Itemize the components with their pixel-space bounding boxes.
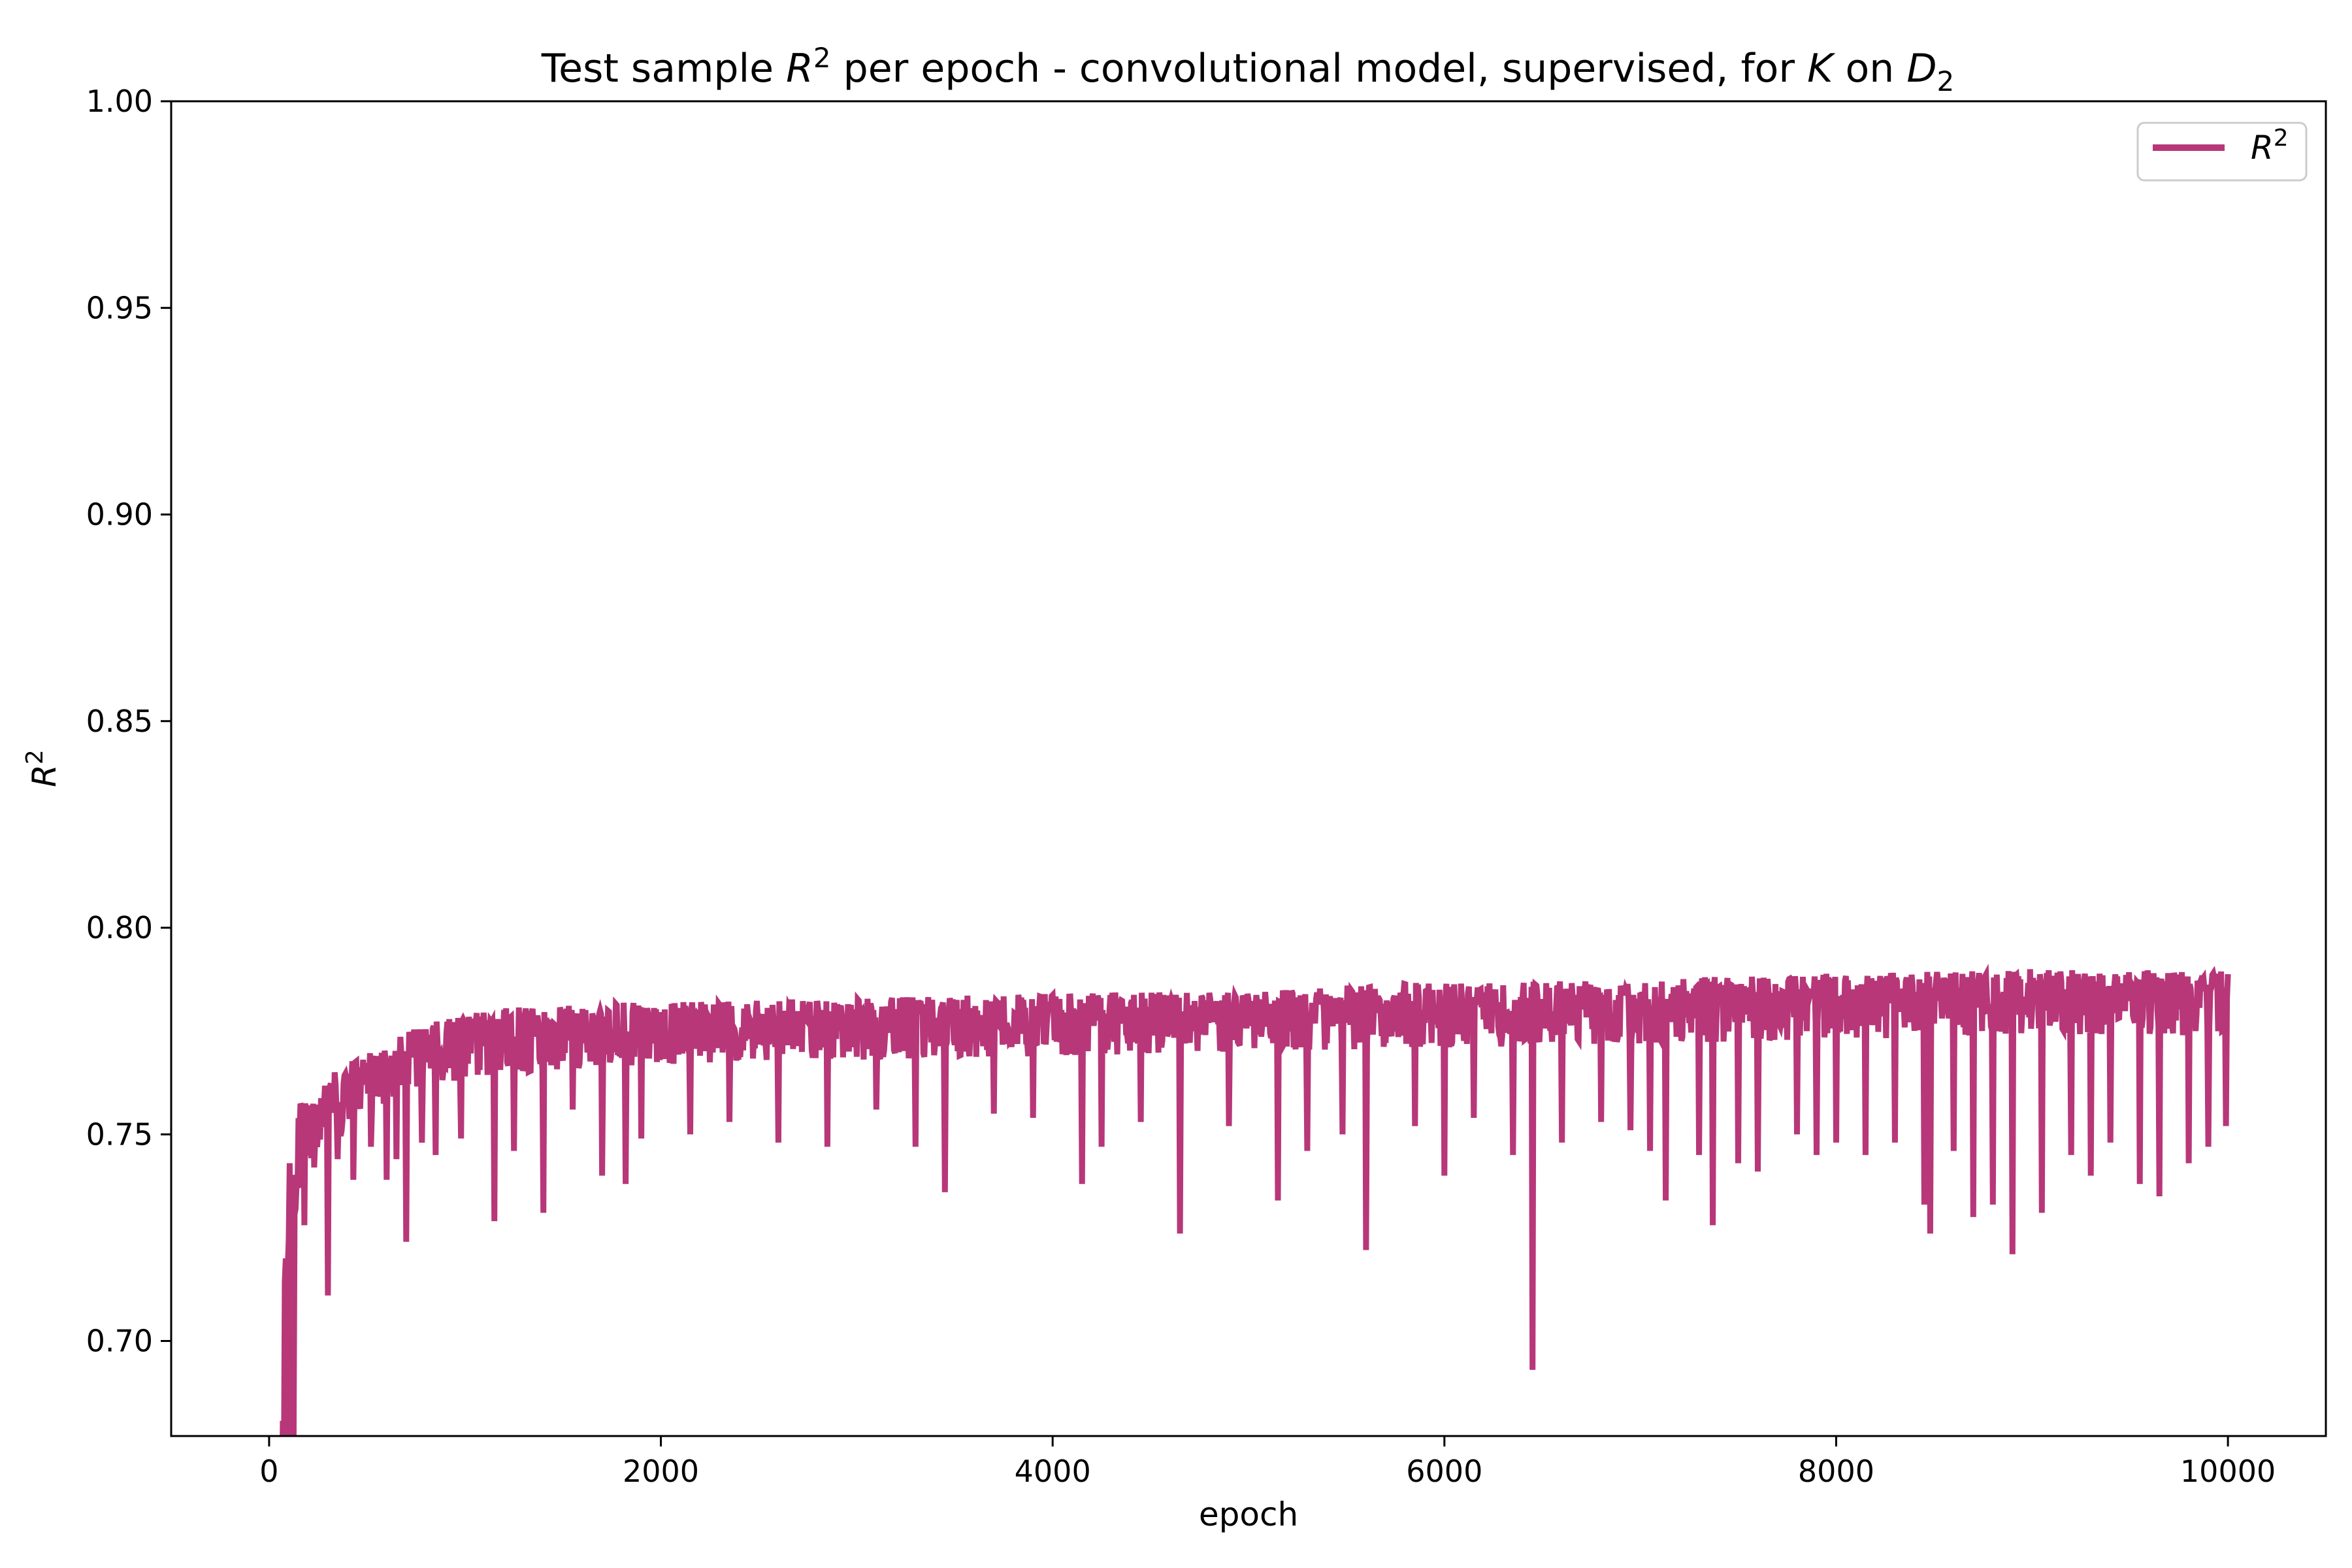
x-axis-label: epoch — [1199, 1495, 1298, 1533]
y-tick-label: 0.85 — [86, 704, 153, 739]
x-tick-label: 0 — [259, 1454, 278, 1489]
plot-frame — [170, 100, 2327, 1437]
x-tick-label: 2000 — [623, 1454, 699, 1489]
y-tick-label: 1.00 — [86, 84, 153, 119]
y-tick-label: 0.80 — [86, 910, 153, 945]
series-layer — [280, 963, 2231, 1436]
x-tick-label: 4000 — [1015, 1454, 1091, 1489]
y-axis-ticks: 0.70 0.75 0.80 0.85 0.90 0.95 1.00 — [86, 84, 171, 1359]
y-tick-label: 0.90 — [86, 497, 153, 532]
y-tick-label: 0.95 — [86, 290, 153, 325]
x-tick-label: 10000 — [2180, 1454, 2276, 1489]
y-axis-label: R2 — [22, 749, 63, 787]
x-tick-label: 6000 — [1406, 1454, 1482, 1489]
x-tick-label: 8000 — [1798, 1454, 1874, 1489]
chart-title: Test sample R2 per epoch - convolutional… — [541, 42, 1955, 97]
legend: R2 — [2136, 122, 2308, 182]
y-tick-label: 0.70 — [86, 1324, 153, 1359]
legend-label: R2 — [2251, 125, 2289, 167]
legend-box — [2136, 122, 2308, 182]
x-axis-ticks: 0 2000 4000 6000 8000 10000 — [259, 1436, 2276, 1489]
y-tick-label: 0.75 — [86, 1117, 153, 1152]
series-line-r2 — [280, 963, 2231, 1436]
